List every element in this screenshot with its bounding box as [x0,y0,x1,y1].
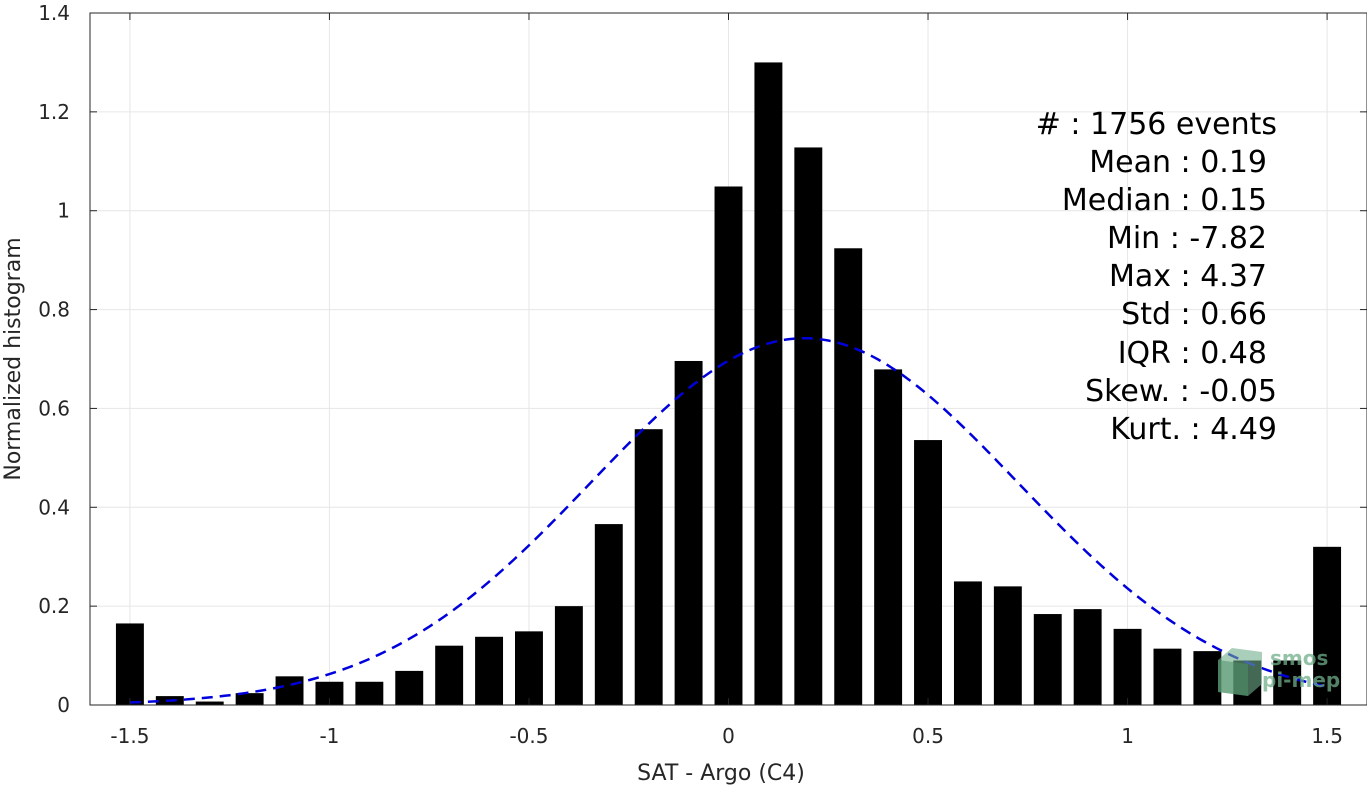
histogram-bars [115,62,1342,706]
histogram-bar [475,636,504,705]
stat-median: Median : 0.15 [1062,183,1267,218]
x-axis-ticks: -1.5 -1 -0.5 0 0.5 1 1.5 [110,13,1343,748]
y-axis-label: Normalized histogram [1,237,26,480]
histogram-bar [1073,609,1102,705]
histogram-bar [554,606,583,705]
histogram-bar [754,62,783,705]
smos-pimep-logo: smos pi-mep [1218,646,1340,696]
x-tick-label: -0.5 [509,724,548,748]
histogram-bar [1033,614,1062,705]
y-tick-label: 1 [57,199,70,223]
histogram-bar [1193,651,1222,705]
histogram-bar [195,701,224,705]
histogram-bar [1273,660,1302,705]
statistics-box: # : 1756 events Mean : 0.19 Median : 0.1… [1036,107,1277,447]
logo-text-smos: smos [1270,646,1328,670]
logo-cube-face [1218,660,1248,696]
stat-count: # : 1756 events [1036,107,1277,142]
logo-text-pimep: pi-mep [1262,668,1340,692]
stat-skew: Skew. : -0.05 [1085,374,1277,409]
y-tick-label: 0.8 [38,298,70,322]
histogram-bar [594,524,623,705]
x-axis-label: SAT - Argo (C4) [637,761,805,786]
histogram-bar [674,360,703,705]
y-tick-label: 0 [57,693,70,717]
gaussian-fit-curve [129,336,1328,704]
histogram-bar [515,631,543,705]
histogram-bar [634,429,663,705]
histogram-bar [794,147,823,706]
y-tick-label: 0.2 [38,594,70,618]
histogram-bar [1113,628,1142,705]
histogram-bar [993,586,1022,705]
histogram-bar [874,369,903,705]
histogram-bar [1153,648,1182,705]
stat-min: Min : -7.82 [1107,221,1267,256]
histogram-bar [355,681,384,705]
histogram-bar [315,681,344,705]
histogram-bar [275,676,304,705]
histogram-bar [115,623,144,705]
histogram-bar [395,670,424,705]
y-tick-label: 0.4 [38,495,70,519]
y-tick-label: 1.2 [38,100,70,124]
histogram-bar [953,581,982,705]
stat-std: Std : 0.66 [1121,297,1267,332]
x-tick-label: -1.5 [110,724,149,748]
histogram-bar [235,693,264,705]
histogram-bar [834,248,863,705]
x-tick-label: 1 [1121,724,1134,748]
x-tick-label: 0 [722,724,735,748]
stat-iqr: IQR : 0.48 [1118,336,1267,371]
x-tick-label: 0.5 [912,724,944,748]
y-tick-label: 1.4 [38,1,70,25]
histogram-bar [1313,546,1342,705]
y-axis-ticks: 0 0.2 0.4 0.6 0.8 1 1.2 1.4 [38,1,1367,717]
stat-mean: Mean : 0.19 [1089,145,1267,180]
x-tick-label: -1 [319,724,339,748]
histogram-bar [714,186,743,706]
histogram-bar [914,440,942,705]
x-tick-label: 1.5 [1311,724,1343,748]
histogram-bar [435,645,464,705]
y-tick-label: 0.6 [38,396,70,420]
stat-max: Max : 4.37 [1109,259,1267,294]
stat-kurt: Kurt. : 4.49 [1110,412,1277,447]
